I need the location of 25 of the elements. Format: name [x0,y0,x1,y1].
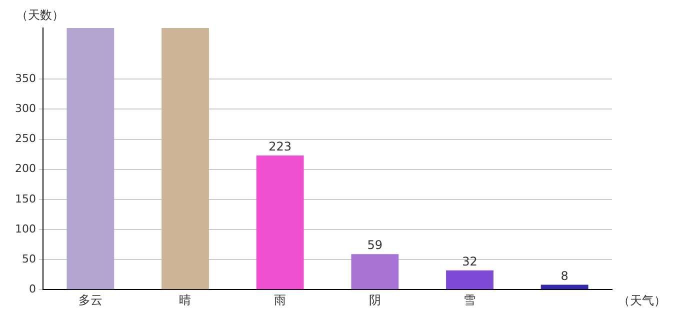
y-tick-label: 150 [14,192,36,206]
y-tick-label: 100 [14,222,36,236]
y-tick-label: 350 [14,72,36,85]
bar [446,270,494,290]
bar [351,254,399,290]
bar [540,284,588,290]
y-tick-label: 200 [14,162,36,176]
y-tick-label: 250 [14,132,36,146]
y-tick-label: 50 [22,252,36,266]
x-tick-label: 雨 [274,292,286,307]
bar [256,155,304,290]
data-label: 32 [462,254,478,268]
x-tick-label: 阴 [368,292,381,307]
x-tick-label: 雪 [464,292,476,307]
x-axis-title: （天气） [618,294,666,308]
bar [66,28,114,290]
data-label: 8 [560,268,568,283]
x-tick-label: 晴 [179,292,192,307]
y-tick-label: 300 [14,102,36,116]
y-tick-label: 0 [28,282,36,296]
x-tick-label: 多云 [78,292,102,307]
bar [162,28,209,290]
data-label: 59 [367,238,383,252]
y-axis-title: （天数） [16,8,64,22]
data-label: 223 [268,140,292,154]
